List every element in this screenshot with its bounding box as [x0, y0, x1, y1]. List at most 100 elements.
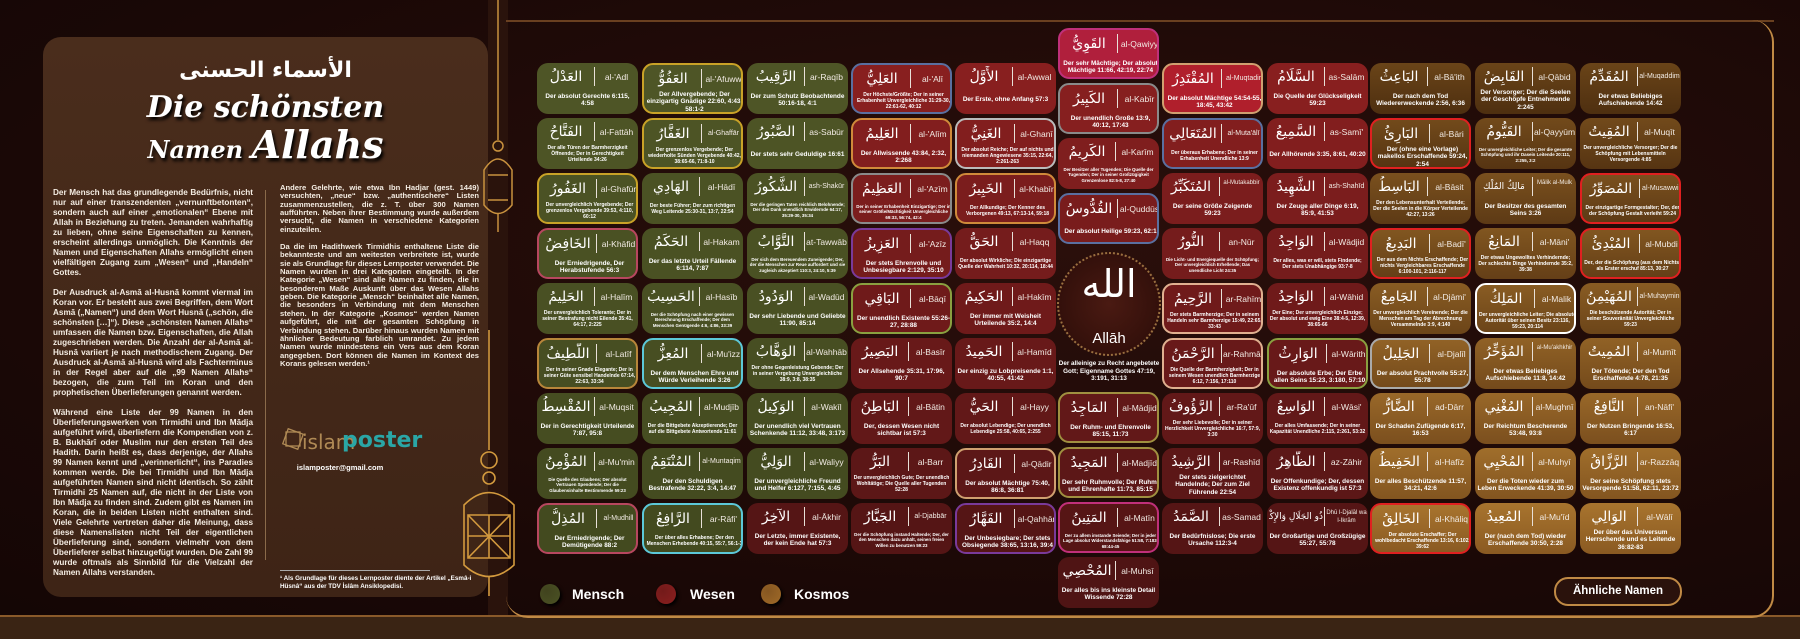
name-tile[interactable]: الأَوَّلُ al-Awwal Der Erste, ohne Anfang …	[955, 63, 1056, 114]
name-tile[interactable]: المُذِلُّ al-Mudhill Der Erniedrigende; De…	[537, 503, 638, 554]
name-tile[interactable]: الغَفُورُ al-Ghafūr Der unvergleichlich Ve…	[537, 173, 638, 224]
name-tile[interactable]: المُعِزُّ al-Mu'izz Der dem Menschen Ehre …	[642, 338, 743, 389]
name-tile[interactable]: البَارِئُ al-Bāri Der (ohne eine Vorlage) …	[1370, 118, 1471, 169]
name-tile[interactable]: العَظِيمُ al-'Azīm Der in seiner Erhabenhe…	[851, 173, 952, 224]
name-tile[interactable]: المُهَيْمِنُ al-Muhaymin Die beschützende …	[1580, 283, 1681, 334]
name-tile[interactable]: الفَتَّاحُ al-Fattāh Der alle Türen der Ba…	[537, 118, 638, 169]
name-tile[interactable]: البَرُّ al-Barr Der unvergleichlich Gute; …	[851, 448, 952, 499]
name-tile[interactable]: الآخِرُ al-Ākhir Der Letzte, immer Existen…	[747, 503, 848, 554]
name-tile[interactable]: البَاطِنُ al-Bātin Der, dessen Wesen nicht…	[851, 393, 952, 444]
name-tile[interactable]: الوَاجِدُ al-Wādjid Der alles, was er will…	[1267, 228, 1368, 279]
name-tile[interactable]: الشَّكُورُ ash-Shakūr Der die geringen Tat…	[747, 173, 848, 224]
allah-medallion[interactable]	[1057, 252, 1161, 356]
name-tile[interactable]: العَلِيمُ al-'Alīm Der Allwissende 43:84, …	[851, 118, 952, 169]
name-tile[interactable]: الوَلِيُّ al-Waliyy Der unvergleichliche F…	[747, 448, 848, 499]
name-tile[interactable]: الجَامِعُ al-Djāmi' Der unvergleichlich Ve…	[1370, 283, 1471, 334]
name-tile[interactable]: الحَلِيمُ al-Halīm Der unvergleichlich Tol…	[537, 283, 638, 334]
name-tile[interactable]: المَلِكُ al-Malik Der unvergleichliche Lei…	[1475, 283, 1576, 334]
name-tile[interactable]: الرَّشِيدُ ar-Rashīd Der stets zielgericht…	[1162, 448, 1263, 499]
name-tile[interactable]: الرَّقِيبُ ar-Raqīb Der zum Schutz Beobach…	[747, 63, 848, 114]
name-tile[interactable]: الحَقُّ al-Haqq Der absolut Wirkliche; Die…	[955, 228, 1056, 279]
name-tile[interactable]: النُّورُ an-Nūr Die Licht- und Energiequel…	[1162, 228, 1263, 279]
name-tile[interactable]: السَّمِيعُ as-Samī' Der Allhörende 3:35, 8…	[1267, 118, 1368, 169]
name-tile[interactable]: المُتَعَالِي al-Muta'ālī Der überaus Erhab…	[1162, 118, 1263, 169]
name-tile[interactable]: القَهَّارُ al-Qahhār Der Unbesiegbare; Der…	[955, 503, 1056, 554]
name-tile[interactable]: البَاعِثُ al-Bā'ith Der nach dem Tod Wiede…	[1370, 63, 1471, 114]
name-tile[interactable]: الصَّمَدُ as-Samad Der Bedürfnislose; Die …	[1162, 503, 1263, 554]
name-tile[interactable]: المُقِيتُ al-Muqīt Der unvergleichliche Ve…	[1580, 118, 1681, 169]
name-tile[interactable]: القَوِيُّ al-Qawiyy Der sehr Mächtige; Der…	[1058, 28, 1159, 79]
name-tile[interactable]: الوَدُودُ al-Wadūd Der sehr Liebende und G…	[747, 283, 848, 334]
name-tile[interactable]: البَاقِي al-Bāqī Der unendlich Existente 5…	[851, 283, 952, 334]
name-tile[interactable]: الوَاحِدُ al-Wāhid Der Eine; Der unverglei…	[1267, 283, 1368, 334]
name-tile[interactable]: الرَّؤُوفُ ar-Ra'ūf Der sehr Liebevolle; D…	[1162, 393, 1263, 444]
name-tile[interactable]: الرَّحِيمُ ar-Rahīm Der stets Barmherzige;…	[1162, 283, 1263, 334]
name-tile[interactable]: الجَلِيلُ al-Djalīl Der absolut Prachtvoll…	[1370, 338, 1471, 389]
name-tile[interactable]: الوَالِي al-Wālī Der über das Universum He…	[1580, 503, 1681, 554]
name-tile[interactable]: الحَكَمُ al-Hakam Der das letzte Urteil Fä…	[642, 228, 743, 279]
name-tile[interactable]: الصَّبُورُ as-Sabūr Der stets sehr Geduldi…	[747, 118, 848, 169]
name-tile[interactable]: الخَبِيرُ al-Khabīr Der Allkundige; Der Ke…	[955, 173, 1056, 224]
name-tile[interactable]: الخَافِضُ al-Khāfid Der Erniedrigende, Der…	[537, 228, 638, 279]
contact-email[interactable]: islamposter@gmail.com	[296, 463, 384, 472]
name-tile[interactable]: المَتِينُ al-Matīn Der zu allem imstande S…	[1058, 502, 1159, 553]
name-tile[interactable]: الكَبِيرُ al-Kabīr Der unendlich Große 13:…	[1058, 83, 1159, 134]
name-tile[interactable]: المُبْدِئُ al-Mubdi Der, der die Schöpfung…	[1580, 228, 1681, 279]
name-tile[interactable]: الحَسِيبُ al-Hasīb Der die Schöpfung nach …	[642, 283, 743, 334]
name-tile[interactable]: المُقْتَدِرُ al-Muqtadir Der absolut Mächt…	[1162, 63, 1263, 114]
name-tile[interactable]: الضَّارُّ ad-Dārr Der Schaden Zufügende 6:…	[1370, 393, 1471, 444]
name-tile[interactable]: الوَهَّابُ al-Wahhāb Der ohne Gegenleistun…	[747, 338, 848, 389]
name-tile[interactable]: الحَكِيمُ al-Hakīm Der immer mit Weisheit …	[955, 283, 1056, 334]
name-tile[interactable]: المَاجِدُ al-Mādjid Der Ruhm- und Ehrenvol…	[1058, 392, 1159, 443]
name-tile[interactable]: الغَفَّارُ al-Ghaffār Der grenzenlos Verge…	[642, 118, 743, 169]
name-tile[interactable]: الجَبَّارُ al-Djabbār Der die Schöpfung in…	[851, 503, 952, 554]
name-tile[interactable]: الحَمِيدُ al-Hamīd Der einzig zu Lobpreise…	[955, 338, 1056, 389]
name-tile[interactable]: مَالِكُ المُلْكِ Mālik al-Mulk Der Besitze…	[1475, 173, 1576, 224]
name-tile[interactable]: الخَالِقُ al-Khāliq Der absolute Erschaffe…	[1370, 503, 1471, 554]
name-tile[interactable]: العَلِيُّ al-'Alī Der Höchste/Größte; Der …	[851, 63, 952, 114]
name-tile[interactable]: المُغْنِي al-Mughnī Der Reichtum Bescheren…	[1475, 393, 1576, 444]
name-tile[interactable]: القُدُّوسُ al-Quddūs Der absolut Heilige 5…	[1058, 193, 1159, 244]
name-tile[interactable]: المُصَوِّرُ al-Musawwir Der einzigartige F…	[1580, 173, 1681, 224]
name-tile[interactable]: الحَفِيظُ al-Hafīz Der alles Beschützende …	[1370, 448, 1471, 499]
name-tile[interactable]: الغَنِيُّ al-Ghanī Der absolut Reiche; Der…	[955, 118, 1056, 169]
name-tile[interactable]: الوَارِثُ al-Wārith Der absolute Erbe; Der…	[1267, 338, 1368, 389]
name-tile[interactable]: ذُو الجَلَالِ وَالإِكْرَامِDhū l-Djalāl …	[1267, 503, 1368, 554]
name-tile[interactable]: المُؤَخِّرُ al-Mu'akhkhir Der etwas Belieb…	[1475, 338, 1576, 389]
name-tile[interactable]: البَدِيعُ al-Badī' Der aus dem Nichts Ersc…	[1370, 228, 1471, 279]
name-tile[interactable]: الوَكِيلُ al-Wakīl Der unendlich viel Vert…	[747, 393, 848, 444]
name-tile[interactable]: المُقَدِّمُ al-Muqaddim Der etwas Beliebig…	[1580, 63, 1681, 114]
name-tile[interactable]: القَابِضُ al-Qābid Der Versorger; Der die …	[1475, 63, 1576, 114]
name-tile[interactable]: العَزِيزُ al-'Azīz Der stets Ehrenvolle un…	[851, 228, 952, 279]
name-tile[interactable]: المُعِيدُ al-Mu'īd Der (nach dem Tod) wied…	[1475, 503, 1576, 554]
name-tile[interactable]: الهَادِي al-Hādī Der beste Führer; Der zum…	[642, 173, 743, 224]
name-tile[interactable]: البَاسِطُ al-Bāsit Der den Lebensunterhalt…	[1370, 173, 1471, 224]
name-tile[interactable]: المُحْصِي al-Muhsī Der alles bis ins klein…	[1058, 557, 1159, 608]
name-tile[interactable]: العَفُوُّ al-'Afuww Der Allvergebende; Der…	[642, 63, 743, 114]
name-tile[interactable]: البَصِيرُ al-Basīr Der Allsehende 35:31, 1…	[851, 338, 952, 389]
name-tile[interactable]: الكَرِيمُ al-Karīm Der Besitzer aller Tuge…	[1058, 138, 1159, 189]
name-tile[interactable]: السَّلَامُ as-Salām Die Quelle der Glückse…	[1267, 63, 1368, 114]
name-tile[interactable]: المَانِعُ al-Māni' Der etwas Ungewolltes V…	[1475, 228, 1576, 279]
name-tile[interactable]: الشَّهِيدُ ash-Shahīd Der Zeuge aller Ding…	[1267, 173, 1368, 224]
name-tile[interactable]: العَدْلُ al-'Adl Der absolut Gerechte 6:11…	[537, 63, 638, 114]
similar-names-button[interactable]: Ähnliche Namen	[1554, 577, 1682, 606]
name-tile[interactable]: الظَّاهِرُ az-Zāhir Der Offenkundige; Der,…	[1267, 448, 1368, 499]
name-tile[interactable]: القَيُّومُ al-Qayyūm Der unvergleichliche …	[1475, 118, 1576, 169]
name-tile[interactable]: المُتَكَبِّرُ al-Mutakabbir Der seine Größ…	[1162, 173, 1263, 224]
name-tile[interactable]: التَّوَّابُ at-Tawwāb Der sich dem Bereuen…	[747, 228, 848, 279]
name-tile[interactable]: الرَّزَّاقُ ar-Razzāq Der seine Schöpfung …	[1580, 448, 1681, 499]
name-tile[interactable]: المُؤْمِنُ al-Mu'min Die Quelle des Glaube…	[537, 448, 638, 499]
name-tile[interactable]: النَّافِعُ an-Nāfi' Der Nutzen Bringende 1…	[1580, 393, 1681, 444]
name-tile[interactable]: المُقْسِطُ al-Muqsit Der in Gerechtigkeit …	[537, 393, 638, 444]
name-tile[interactable]: القَادِرُ al-Qādir Der absolut Mächtige 75…	[955, 448, 1056, 499]
name-tile[interactable]: المُمِيتُ al-Mumīt Der Tötende; Der den To…	[1580, 338, 1681, 389]
name-tile[interactable]: الرَّحْمَنُ ar-Rahmān Die Quelle der Barmh…	[1162, 338, 1263, 389]
name-tile[interactable]: المُجِيبُ al-Mudjīb Der die Bittgebete Akz…	[642, 393, 743, 444]
name-tile[interactable]: المُنْتَقِمُ al-Muntaqim Der den Schuldige…	[642, 448, 743, 499]
name-tile[interactable]: المَجِيدُ al-Madjīd Der sehr Ruhmvolle; De…	[1058, 447, 1159, 498]
name-tile[interactable]: الحَيُّ al-Hayy Der absolut Lebendige; Der…	[955, 393, 1056, 444]
name-tile[interactable]: اللَّطِيفُ al-Latīf Der in seiner Gnade El…	[537, 338, 638, 389]
name-tile[interactable]: الرَّافِعُ ar-Rāfi' Der über alles Erhaben…	[642, 503, 743, 554]
name-tile[interactable]: المُحْيِي al-Muhyī Der die Toten wieder zu…	[1475, 448, 1576, 499]
